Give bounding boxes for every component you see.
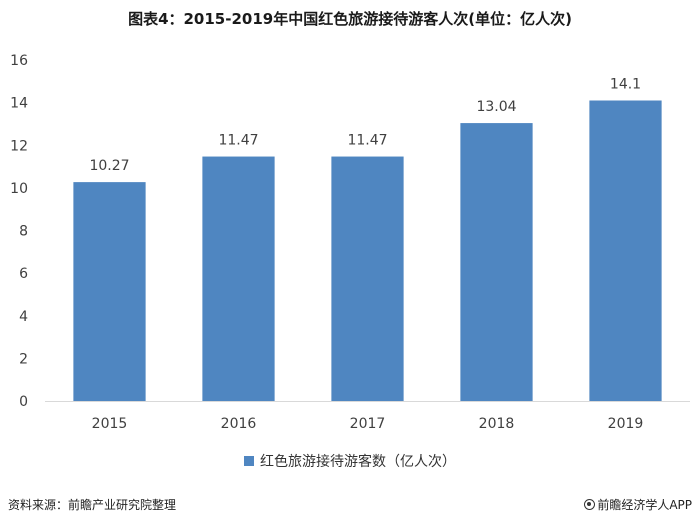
- chart-title: 图表4：2015-2019年中国红色旅游接待游客人次(单位：亿人次): [128, 10, 572, 28]
- bar-2018: [460, 123, 533, 402]
- y-axis: 0 2 4 6 8 10 12 14 16: [10, 53, 28, 410]
- y-tick-label: 0: [19, 394, 28, 410]
- x-tick-label: 2016: [221, 416, 257, 432]
- y-tick-label: 6: [19, 266, 28, 282]
- bar-series: [73, 100, 662, 402]
- bar-2016: [202, 156, 275, 401]
- data-label-2016: 11.47: [218, 133, 258, 149]
- source-note: 资料来源：前瞻产业研究院整理: [8, 498, 177, 512]
- bar-2017: [331, 156, 404, 401]
- legend-swatch: [244, 456, 254, 466]
- x-tick-label: 2019: [608, 416, 644, 432]
- legend-label: 红色旅游接待游客数（亿人次）: [260, 454, 456, 470]
- brand-label: 前瞻经济学人APP: [597, 498, 692, 512]
- y-tick-label: 14: [10, 96, 28, 112]
- bar-2015: [73, 182, 146, 401]
- data-label-2017: 11.47: [347, 133, 387, 149]
- brand-logo-icon: [584, 499, 596, 510]
- data-labels: 10.27 11.47 11.47 13.04 14.1: [89, 76, 641, 174]
- x-tick-label: 2017: [350, 416, 386, 432]
- bar-chart: 0 2 4 6 8 10 12 14 16 10.27 11.47 11.47 13.04 14.1 2…: [10, 53, 690, 432]
- y-tick-label: 16: [10, 53, 28, 69]
- y-tick-label: 12: [10, 138, 28, 154]
- bar-2019: [589, 100, 662, 402]
- x-tick-label: 2015: [92, 416, 128, 432]
- x-tick-label: 2018: [479, 416, 515, 432]
- data-label-2018: 13.04: [476, 99, 516, 115]
- data-label-2019: 14.1: [610, 76, 641, 92]
- data-label-2015: 10.27: [89, 158, 129, 174]
- x-axis: 2015 2016 2017 2018 2019: [92, 416, 644, 432]
- y-tick-label: 2: [19, 351, 28, 367]
- brand: 前瞻经济学人APP: [584, 496, 692, 513]
- y-tick-label: 4: [19, 309, 28, 325]
- legend: 红色旅游接待游客数（亿人次）: [0, 452, 700, 470]
- y-tick-label: 8: [19, 224, 28, 240]
- y-tick-label: 10: [10, 181, 28, 197]
